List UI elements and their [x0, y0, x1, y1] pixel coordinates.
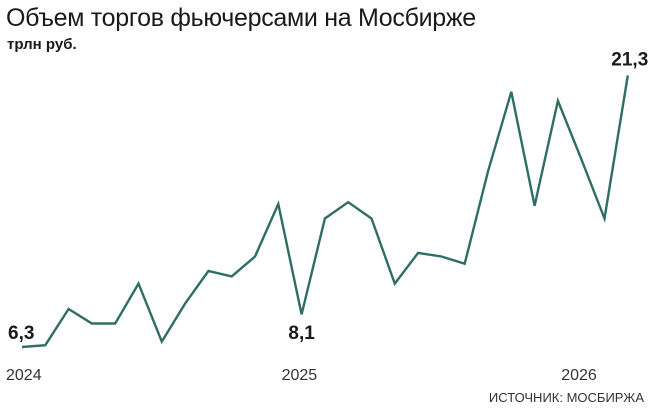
data-label: 8,1	[288, 323, 315, 344]
x-tick-label: 2026	[561, 367, 597, 384]
chart-subtitle: трлн руб.	[7, 36, 77, 53]
data-label: 6,3	[8, 323, 34, 344]
x-tick-label: 2025	[282, 367, 318, 384]
source-note: ИСТОЧНИК: МОСБИРЖА	[488, 390, 644, 405]
data-labels: 6,3 8,1 21,3	[8, 50, 648, 345]
chart-title: Объем торгов фьючерсами на Мосбирже	[6, 4, 476, 32]
data-label: 21,3	[611, 50, 648, 71]
series-line	[21, 75, 629, 349]
x-axis-ticks: 2024 2025 2026	[6, 367, 597, 384]
x-tick-label: 2024	[6, 367, 42, 384]
